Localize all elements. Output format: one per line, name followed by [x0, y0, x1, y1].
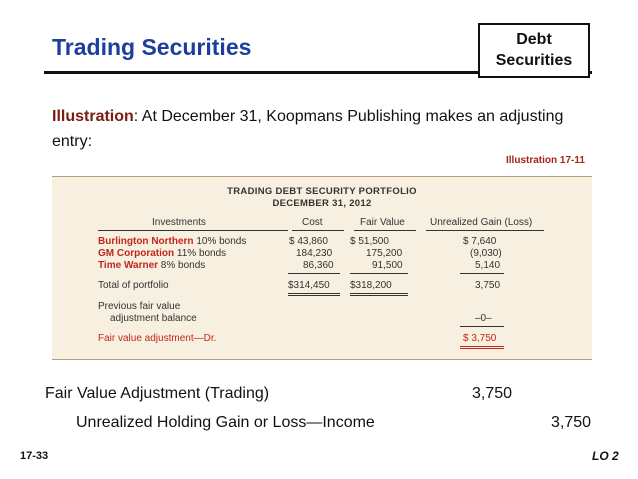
credit-account: Unrealized Holding Gain or Loss—Income — [76, 414, 375, 431]
slide-title: Trading Securities — [52, 34, 252, 60]
cost-value: 184,230 — [296, 248, 333, 259]
previous-balance-label-1: Previous fair value — [98, 301, 181, 312]
adjustment-double-rule — [460, 346, 504, 347]
fair-value: 175,200 — [366, 248, 403, 259]
topic-tag: Debt Securities — [478, 23, 590, 78]
investment-name: GM Corporation — [98, 248, 175, 259]
table-date: DECEMBER 31, 2012 — [272, 198, 372, 209]
total-cost: $314,450 — [288, 280, 330, 291]
debit-amount: 3,750 — [472, 385, 513, 402]
header-underline — [426, 230, 544, 231]
total-double-rule — [350, 293, 408, 294]
intro-body: : At December 31, Koopmans Publishing ma… — [52, 108, 564, 150]
previous-balance-rule — [460, 326, 504, 327]
table-title: TRADING DEBT SECURITY PORTFOLIO — [227, 186, 417, 197]
total-double-rule — [288, 295, 340, 296]
header-fair-value: Fair Value — [360, 217, 405, 228]
cost-value: 86,360 — [303, 260, 334, 271]
illustration-reference: Illustration 17-11 — [506, 155, 585, 166]
total-label: Total of portfolio — [98, 280, 169, 291]
topic-tag-line2: Securities — [495, 52, 573, 69]
slide-number: 17-33 — [20, 450, 49, 462]
subtotal-rule — [350, 273, 408, 274]
total-gain: 3,750 — [475, 280, 501, 291]
portfolio-table: TRADING DEBT SECURITY PORTFOLIO DECEMBER… — [52, 176, 592, 360]
header-cost: Cost — [302, 217, 323, 228]
investment-desc: 11% bonds — [174, 248, 227, 259]
table-row: Time Warner 8% bonds — [98, 260, 205, 271]
adjustment-label: Fair value adjustment—Dr. — [98, 333, 217, 344]
previous-balance-label-2: adjustment balance — [110, 313, 197, 324]
adjustment-double-rule — [460, 348, 504, 349]
topic-tag-line1: Debt — [516, 31, 552, 48]
total-double-rule — [288, 293, 340, 294]
subtotal-rule — [288, 273, 340, 274]
investment-desc: 10% bonds — [193, 236, 247, 247]
learning-objective: LO 2 — [592, 449, 619, 463]
fair-value: 91,500 — [372, 260, 403, 271]
gain-value: $ 7,640 — [463, 236, 497, 247]
table-row: GM Corporation 11% bonds — [98, 248, 226, 259]
total-double-rule — [350, 295, 408, 296]
investment-name: Time Warner — [98, 260, 159, 271]
header-underline — [98, 230, 288, 231]
fair-value: $ 51,500 — [350, 236, 389, 247]
cost-value: $ 43,860 — [289, 236, 328, 247]
previous-balance-value: –0– — [475, 313, 492, 324]
table-row: Burlington Northern 10% bonds — [98, 236, 246, 247]
credit-amount: 3,750 — [551, 414, 592, 431]
header-underline — [292, 230, 344, 231]
intro-text: Illustration: At December 31, Koopmans P… — [52, 104, 592, 154]
header-investments: Investments — [152, 217, 206, 228]
subtotal-rule — [460, 273, 504, 274]
investment-name: Burlington Northern — [98, 236, 194, 247]
header-underline — [354, 230, 416, 231]
title-rule — [44, 71, 592, 74]
gain-value: 5,140 — [475, 260, 501, 271]
adjustment-value: $ 3,750 — [463, 333, 497, 344]
debit-account: Fair Value Adjustment (Trading) — [45, 385, 270, 402]
total-fair-value: $318,200 — [350, 280, 392, 291]
intro-label: Illustration — [52, 108, 134, 125]
investment-desc: 8% bonds — [158, 260, 206, 271]
gain-value: (9,030) — [470, 248, 502, 259]
header-unrealized: Unrealized Gain (Loss) — [430, 217, 533, 228]
